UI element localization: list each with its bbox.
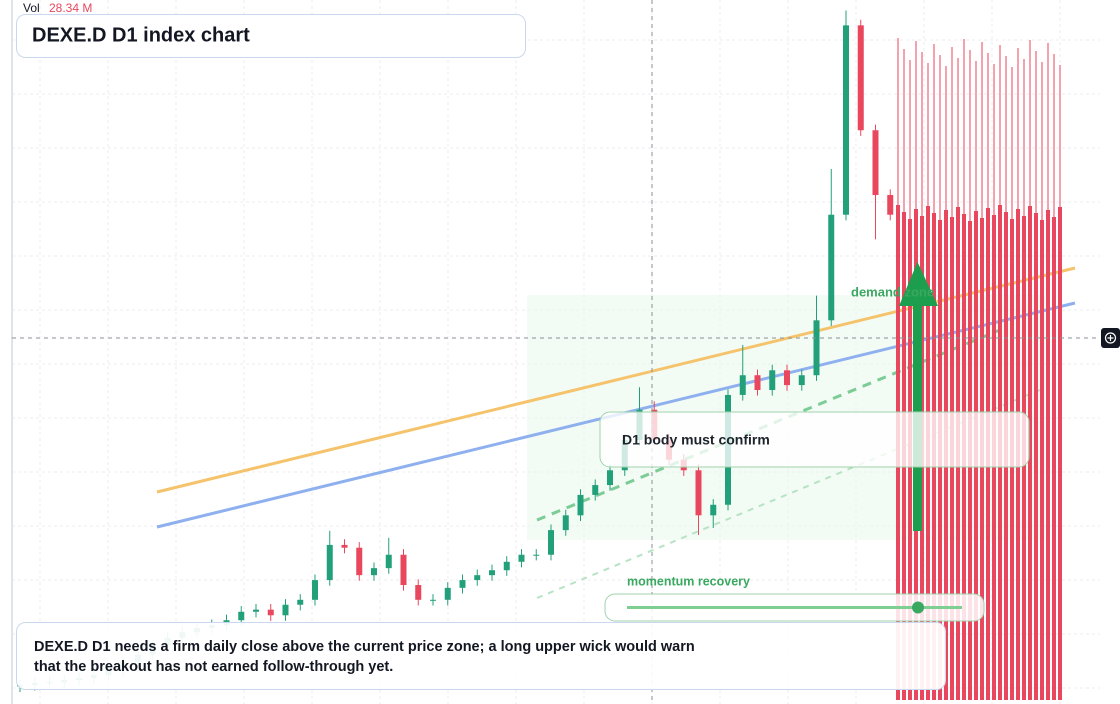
crosshair-icon: [1107, 335, 1114, 341]
candle-body: [282, 604, 289, 616]
candle-body: [489, 570, 495, 576]
title-box: [16, 14, 526, 58]
candle-body: [341, 544, 348, 548]
candle-body: [312, 580, 318, 600]
candle-body: [843, 25, 849, 215]
candle-body: [253, 609, 259, 612]
overlay-bar: [1028, 206, 1032, 700]
candle-body: [857, 25, 864, 131]
confirm-label: D1 body must confirm: [622, 432, 770, 448]
candle-body: [533, 554, 540, 556]
candle-body: [562, 515, 569, 531]
candle-body: [607, 470, 613, 486]
candle-body: [769, 370, 776, 391]
overlay-bar: [1046, 210, 1050, 700]
candle-body: [548, 530, 554, 555]
candle-body: [798, 375, 805, 386]
candle-body: [695, 470, 702, 516]
candle-body: [474, 575, 481, 581]
candle-body: [356, 547, 363, 576]
candle-body: [385, 554, 392, 569]
candle-body: [415, 585, 422, 600]
confirm-box: [599, 411, 1030, 468]
candle-body: [813, 320, 820, 376]
volume-value: 28.34 M: [49, 1, 92, 15]
candle-body: [577, 494, 584, 516]
candle-body: [459, 580, 466, 588]
candle-body: [887, 195, 894, 215]
candle-body: [784, 370, 790, 386]
candle-body: [739, 375, 746, 395]
crosshair-icon: [1104, 332, 1117, 344]
zone-label: demand zone: [851, 284, 934, 299]
candle-body: [710, 504, 717, 516]
candle-body: [400, 554, 407, 586]
note-box: [16, 622, 946, 690]
candle-body: [326, 544, 333, 581]
candle-body: [430, 599, 436, 601]
candle-body: [872, 130, 879, 196]
volume-label: Vol: [23, 1, 40, 15]
note-text: DEXE.D D1 needs a firm daily close above…: [34, 639, 695, 675]
overlay-bar: [1034, 213, 1038, 700]
note-wrap: DEXE.D D1 needs a firm daily close above…: [34, 639, 695, 675]
candle-body: [371, 568, 377, 576]
candle-body: [754, 375, 761, 391]
candle-body: [828, 214, 835, 321]
chart-title: DEXE.D D1 index chart: [32, 24, 250, 46]
candle-body: [503, 561, 510, 571]
overlay-bar: [1040, 220, 1044, 700]
overlay-bar: [1058, 207, 1062, 700]
candle-body: [518, 554, 525, 562]
arrow-head: [899, 262, 938, 306]
momentum-label: momentum recovery: [627, 574, 750, 588]
momentum-knob[interactable]: [912, 601, 924, 614]
candle-body: [444, 587, 451, 600]
overlay-bar: [1052, 217, 1056, 700]
candle-body: [592, 485, 599, 495]
candle-body: [238, 611, 245, 621]
candle-body: [297, 599, 304, 605]
candle-body: [267, 609, 274, 616]
